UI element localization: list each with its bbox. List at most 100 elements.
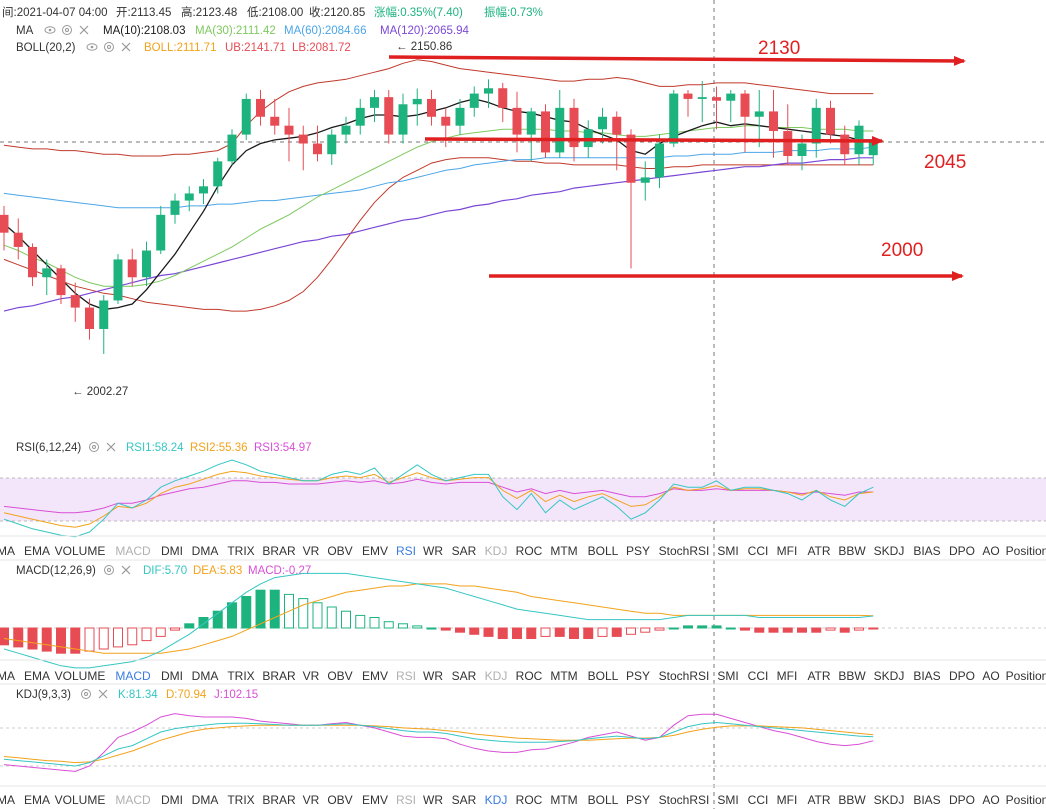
close-icon[interactable] xyxy=(106,442,116,452)
tab-bias[interactable]: BIAS xyxy=(913,793,940,807)
tab-position[interactable]: Position xyxy=(1006,793,1046,807)
tab-skdj[interactable]: SKDJ xyxy=(874,669,905,683)
tab-mfi[interactable]: MFI xyxy=(777,793,798,807)
tab-kdj[interactable]: KDJ xyxy=(485,544,508,558)
tab-sar[interactable]: SAR xyxy=(452,669,477,683)
tab-dmi[interactable]: DMI xyxy=(161,544,183,558)
tab-atr[interactable]: ATR xyxy=(807,793,830,807)
tab-obv[interactable]: OBV xyxy=(327,669,352,683)
tab-cci[interactable]: CCI xyxy=(748,793,769,807)
tab-roc[interactable]: ROC xyxy=(516,544,543,558)
tab-brar[interactable]: BRAR xyxy=(262,544,296,558)
close-icon[interactable] xyxy=(121,42,131,52)
settings-icon[interactable] xyxy=(104,565,114,575)
tab-macd[interactable]: MACD xyxy=(115,793,151,807)
tab-rsi[interactable]: RSI xyxy=(396,669,416,683)
tab-smi[interactable]: SMI xyxy=(717,793,738,807)
tab-smi[interactable]: SMI xyxy=(717,544,738,558)
tab-dma[interactable]: DMA xyxy=(192,669,219,683)
tab-cci[interactable]: CCI xyxy=(748,669,769,683)
tab-dpo[interactable]: DPO xyxy=(949,669,975,683)
tab-mfi[interactable]: MFI xyxy=(777,669,798,683)
tab-macd[interactable]: MACD xyxy=(115,669,151,683)
tab-atr[interactable]: ATR xyxy=(807,544,830,558)
tab-macd[interactable]: MACD xyxy=(115,544,151,558)
tab-rsi[interactable]: RSI xyxy=(396,544,416,558)
close-icon[interactable] xyxy=(98,689,108,699)
tab-ao[interactable]: AO xyxy=(982,793,999,807)
tab-trix[interactable]: TRIX xyxy=(227,793,254,807)
tab-dmi[interactable]: DMI xyxy=(161,793,183,807)
tab-dma[interactable]: DMA xyxy=(192,793,219,807)
tab-sar[interactable]: SAR xyxy=(452,544,477,558)
tab-bbw[interactable]: BBW xyxy=(838,793,866,807)
settings-icon[interactable] xyxy=(104,42,114,52)
tab-trix[interactable]: TRIX xyxy=(227,669,254,683)
tab-kdj[interactable]: KDJ xyxy=(485,793,508,807)
tab-kdj[interactable]: KDJ xyxy=(485,669,508,683)
tab-trix[interactable]: TRIX xyxy=(227,544,254,558)
tab-boll[interactable]: BOLL xyxy=(588,793,619,807)
tab-emv[interactable]: EMV xyxy=(362,544,388,558)
tab-dpo[interactable]: DPO xyxy=(949,544,975,558)
tab-dpo[interactable]: DPO xyxy=(949,793,975,807)
tab-bias[interactable]: BIAS xyxy=(913,544,940,558)
tab-ema[interactable]: EMA xyxy=(24,544,50,558)
settings-icon[interactable] xyxy=(89,442,99,452)
tab-stochrsi[interactable]: StochRSI xyxy=(659,793,710,807)
tab-smi[interactable]: SMI xyxy=(717,669,738,683)
tab-stochrsi[interactable]: StochRSI xyxy=(659,669,710,683)
tab-wr[interactable]: WR xyxy=(423,793,443,807)
tab-skdj[interactable]: SKDJ xyxy=(874,544,905,558)
tab-volume[interactable]: VOLUME xyxy=(55,669,106,683)
tab-vr[interactable]: VR xyxy=(303,544,320,558)
tab-ao[interactable]: AO xyxy=(982,669,999,683)
tab-volume[interactable]: VOLUME xyxy=(55,544,106,558)
tab-skdj[interactable]: SKDJ xyxy=(874,793,905,807)
tab-emv[interactable]: EMV xyxy=(362,669,388,683)
tab-vr[interactable]: VR xyxy=(303,793,320,807)
tab-position[interactable]: Position xyxy=(1006,544,1046,558)
tab-wr[interactable]: WR xyxy=(423,544,443,558)
settings-icon[interactable] xyxy=(81,689,91,699)
tab-ma[interactable]: MA xyxy=(0,669,15,683)
tab-dma[interactable]: DMA xyxy=(192,544,219,558)
tab-obv[interactable]: OBV xyxy=(327,793,352,807)
tab-ma[interactable]: MA xyxy=(0,544,15,558)
tab-brar[interactable]: BRAR xyxy=(262,669,296,683)
tab-psy[interactable]: PSY xyxy=(626,669,650,683)
tab-stochrsi[interactable]: StochRSI xyxy=(659,544,710,558)
tab-mtm[interactable]: MTM xyxy=(550,793,577,807)
tab-mfi[interactable]: MFI xyxy=(777,544,798,558)
close-icon[interactable] xyxy=(79,25,89,35)
tab-atr[interactable]: ATR xyxy=(807,669,830,683)
tab-roc[interactable]: ROC xyxy=(516,793,543,807)
tab-volume[interactable]: VOLUME xyxy=(55,793,106,807)
tab-cci[interactable]: CCI xyxy=(748,544,769,558)
tab-obv[interactable]: OBV xyxy=(327,544,352,558)
tab-emv[interactable]: EMV xyxy=(362,793,388,807)
tab-mtm[interactable]: MTM xyxy=(550,669,577,683)
tab-ao[interactable]: AO xyxy=(982,544,999,558)
eye-icon[interactable] xyxy=(44,26,56,34)
tab-brar[interactable]: BRAR xyxy=(262,793,296,807)
eye-icon[interactable] xyxy=(86,43,98,51)
tab-psy[interactable]: PSY xyxy=(626,793,650,807)
tab-ema[interactable]: EMA xyxy=(24,793,50,807)
tab-position[interactable]: Position xyxy=(1006,669,1046,683)
tab-rsi[interactable]: RSI xyxy=(396,793,416,807)
tab-ema[interactable]: EMA xyxy=(24,669,50,683)
tab-boll[interactable]: BOLL xyxy=(588,669,619,683)
tab-bias[interactable]: BIAS xyxy=(913,669,940,683)
tab-ma[interactable]: MA xyxy=(0,793,15,807)
tab-bbw[interactable]: BBW xyxy=(838,544,866,558)
tab-vr[interactable]: VR xyxy=(303,669,320,683)
tab-psy[interactable]: PSY xyxy=(626,544,650,558)
settings-icon[interactable] xyxy=(62,25,72,35)
tab-boll[interactable]: BOLL xyxy=(588,544,619,558)
tab-bbw[interactable]: BBW xyxy=(838,669,866,683)
tab-roc[interactable]: ROC xyxy=(516,669,543,683)
tab-dmi[interactable]: DMI xyxy=(161,669,183,683)
tab-wr[interactable]: WR xyxy=(423,669,443,683)
tab-sar[interactable]: SAR xyxy=(452,793,477,807)
